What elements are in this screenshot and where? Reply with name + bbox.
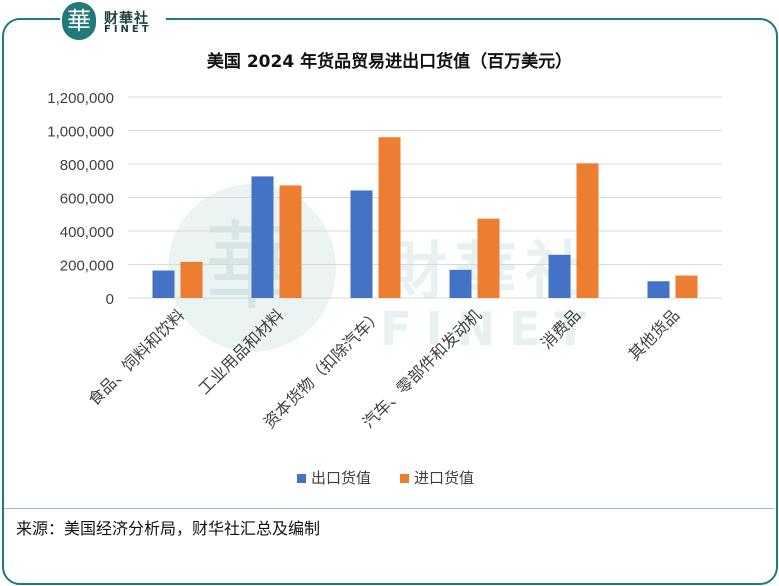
y-tick-label: 1,200,000 <box>47 90 114 107</box>
source-note: 来源：美国经济分析局，财华社汇总及编制 <box>16 519 321 538</box>
legend-swatch <box>400 474 409 483</box>
x-category-label: 其他货品 <box>625 305 684 364</box>
bar-import <box>279 185 302 298</box>
bar-export <box>152 270 175 298</box>
watermark-text-en: FINET <box>380 302 600 356</box>
y-tick-label: 400,000 <box>60 224 114 241</box>
bar-export <box>449 269 472 298</box>
bar-import <box>180 261 203 298</box>
y-tick-label: 0 <box>106 291 114 308</box>
legend-label: 出口货值 <box>311 469 371 487</box>
x-category-label: 食品、饲料和饮料 <box>84 305 188 409</box>
bar-import <box>576 163 599 298</box>
bar-export <box>647 281 670 298</box>
y-tick-label: 600,000 <box>60 191 114 208</box>
chart-title: 美国 2024 年货品贸易进出口货值（百万美元） <box>206 52 573 72</box>
footer-divider <box>4 508 774 509</box>
logo-english-text: FINET <box>104 24 152 35</box>
y-tick-label: 800,000 <box>60 157 114 174</box>
legend-label: 进口货值 <box>414 469 474 487</box>
bar-import <box>675 275 698 298</box>
logo-chinese-text: 财華社 <box>104 11 149 27</box>
bar-export <box>548 254 571 298</box>
bar-import <box>477 218 500 298</box>
bar-export <box>251 176 274 298</box>
legend-swatch <box>297 474 306 483</box>
finet-logo: 華 财華社 FINET <box>60 2 166 42</box>
bar-export <box>350 190 373 298</box>
logo-mark-icon: 華 <box>62 2 96 40</box>
y-tick-label: 1,000,000 <box>47 124 114 141</box>
y-tick-label: 200,000 <box>60 258 114 275</box>
bar-import <box>378 137 401 298</box>
chart-frame <box>2 18 778 585</box>
